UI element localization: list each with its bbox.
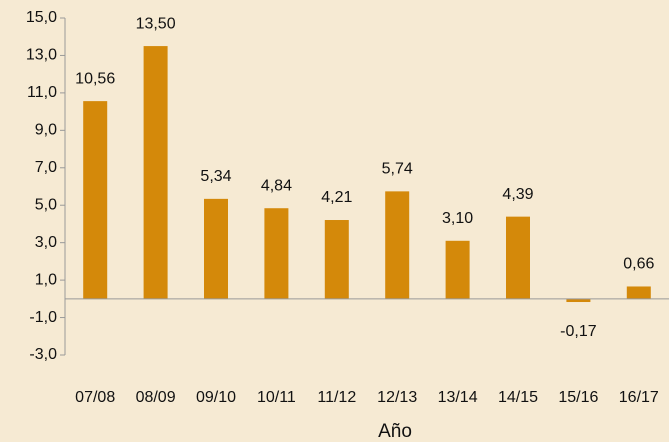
y-tick-label: 15,0: [26, 9, 57, 26]
y-tick-label: 3,0: [35, 234, 57, 251]
y-tick-label: 9,0: [35, 122, 57, 139]
y-tick-label: 5,0: [35, 196, 57, 213]
data-label: 10,56: [75, 70, 115, 87]
x-tick-label: 15/16: [558, 389, 598, 406]
bar: [204, 198, 228, 299]
y-tick-label: -1,0: [29, 309, 57, 326]
bar: [83, 101, 108, 299]
x-tick-label: 09/10: [196, 389, 236, 406]
bar: [506, 216, 530, 299]
bar: [385, 191, 410, 299]
bar: [264, 208, 289, 299]
y-tick-label: -3,0: [29, 346, 57, 363]
x-tick-label: 10/11: [257, 389, 296, 406]
y-tick-label: 11,0: [27, 84, 57, 101]
bar: [324, 220, 349, 299]
bar: [626, 286, 651, 299]
data-label: 13,50: [136, 15, 176, 32]
y-tick-label: 13,0: [26, 47, 57, 64]
data-label: 4,84: [261, 177, 292, 194]
data-label: 4,21: [321, 189, 352, 206]
bar: [143, 46, 168, 299]
bar: [566, 298, 591, 303]
x-tick-label: 16/17: [619, 389, 659, 406]
x-tick-label: 07/08: [75, 389, 115, 406]
x-tick-label: 13/14: [438, 389, 478, 406]
x-axis-label: Año: [378, 421, 412, 442]
data-label: -0,17: [560, 323, 597, 340]
x-tick-label: 11/12: [317, 389, 356, 406]
data-label: 3,10: [442, 210, 473, 227]
y-tick-label: 1,0: [35, 271, 57, 288]
y-tick-label: 7,0: [35, 159, 57, 176]
x-tick-label: 08/09: [136, 389, 176, 406]
data-label: 4,39: [502, 186, 533, 203]
x-tick-label: 14/15: [498, 389, 538, 406]
data-label: 5,34: [200, 168, 231, 185]
data-label: 5,74: [382, 161, 413, 178]
data-label: 0,66: [623, 256, 654, 273]
bar: [445, 240, 470, 299]
x-tick-label: 12/13: [377, 389, 417, 406]
